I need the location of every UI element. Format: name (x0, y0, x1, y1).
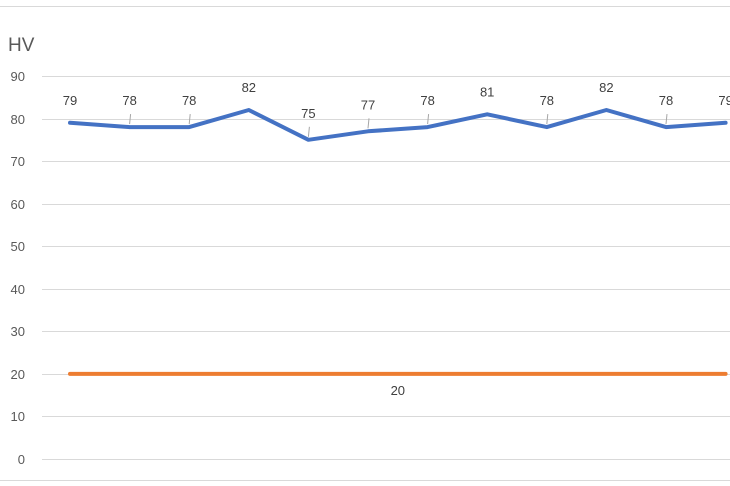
series-layer (68, 108, 728, 376)
y-tick-label: 10 (11, 409, 25, 424)
data-label-1-4: 82 (242, 80, 256, 95)
data-label-1-6: 77 (361, 97, 375, 112)
y-tick-label: 50 (11, 239, 25, 254)
y-tick-label: 40 (11, 282, 25, 297)
data-label-1-10: 82 (599, 80, 613, 95)
y-tick-label: 80 (11, 112, 25, 127)
y-tick-label: 0 (18, 452, 25, 467)
y-tick-labels: 0 10 20 30 40 50 60 70 80 90 (11, 69, 25, 467)
y-tick-label: 90 (11, 69, 25, 84)
y-tick-label: 60 (11, 197, 25, 212)
y-tick-label: 30 (11, 324, 25, 339)
data-label-leader (367, 118, 370, 129)
data-label-leader (665, 114, 668, 125)
data-label-2: 20 (391, 383, 405, 398)
data-label-1-2: 78 (122, 93, 136, 108)
data-label-1-8: 81 (480, 84, 494, 99)
data-label-1-1: 79 (63, 93, 77, 108)
y-tick-label: 20 (11, 367, 25, 382)
data-labels: 79 78 78 82 75 77 78 81 78 82 78 79 20 (63, 80, 730, 398)
data-label-leader (188, 114, 191, 125)
data-label-leader (129, 114, 132, 125)
data-label-leader (427, 114, 430, 125)
data-label-1-3: 78 (182, 93, 196, 108)
y-tick-label: 70 (11, 154, 25, 169)
data-label-1-11: 78 (659, 93, 673, 108)
data-label-1-9: 78 (540, 93, 554, 108)
data-label-leader (546, 114, 549, 125)
data-label-1-7: 78 (420, 93, 434, 108)
data-label-leader (307, 126, 310, 137)
chart-title: HV (8, 35, 35, 56)
data-label-1-12: 79 (718, 93, 730, 108)
series-line-1 (68, 108, 728, 142)
data-label-1-5: 75 (301, 106, 315, 121)
